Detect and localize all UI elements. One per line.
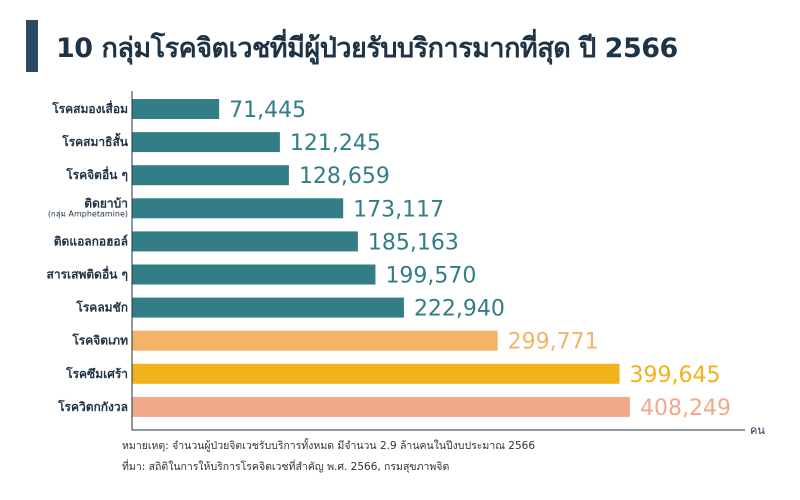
bar-4 xyxy=(132,198,344,219)
value-label-7: 222,940 xyxy=(414,297,505,322)
category-label-4: ติดยาบ้า xyxy=(84,196,128,210)
bar-5 xyxy=(132,231,358,252)
chart-title: 10 กลุ่มโรคจิตเวชที่มีผู้ป่วยรับบริการมา… xyxy=(56,33,678,64)
value-label-3: 128,659 xyxy=(299,164,390,189)
category-label-6: สารเสพติดอื่น ๆ xyxy=(47,266,128,282)
value-label-8: 299,771 xyxy=(508,330,599,355)
category-label-8: โรคจิตเภท xyxy=(71,333,128,348)
category-sublabel-4: (กลุ่ม Amphetamine) xyxy=(48,209,128,218)
footnote-source: ที่มา: สถิติในการให้บริการโรคจิตเวชที่สำ… xyxy=(122,461,450,473)
value-label-1: 71,445 xyxy=(229,98,306,123)
bar-1 xyxy=(132,99,220,119)
bar-8 xyxy=(132,330,498,351)
category-label-9: โรคซึมเศร้า xyxy=(65,366,128,381)
bar-10 xyxy=(132,396,630,417)
bar-2 xyxy=(132,132,280,153)
value-label-10: 408,249 xyxy=(640,396,731,421)
title-accent-bar xyxy=(26,20,38,72)
value-label-4: 173,117 xyxy=(353,197,444,222)
category-label-7: โรคลมชัก xyxy=(75,300,128,315)
category-label-1: โรคสมองเสื่อม xyxy=(51,100,128,116)
category-label-10: โรควิตกกังวล xyxy=(57,399,128,414)
category-label-2: โรคสมาธิสั้น xyxy=(61,132,129,149)
bar-9 xyxy=(132,363,620,384)
value-label-9: 399,645 xyxy=(630,363,721,388)
value-label-2: 121,245 xyxy=(290,131,381,156)
bar-6 xyxy=(132,264,376,285)
value-label-6: 199,570 xyxy=(385,264,476,289)
unit-label: คน xyxy=(750,424,765,437)
footnote-note: หมายเหตุ: จำนวนผู้ป่วยจิตเวชรับบริการทั้… xyxy=(122,440,536,452)
bar-7 xyxy=(132,297,404,318)
bar-3 xyxy=(132,165,289,186)
category-label-3: โรคจิตอื่น ๆ xyxy=(65,166,128,182)
value-label-5: 185,163 xyxy=(368,230,459,255)
category-label-5: ติดแอลกอฮอล์ xyxy=(54,234,128,248)
